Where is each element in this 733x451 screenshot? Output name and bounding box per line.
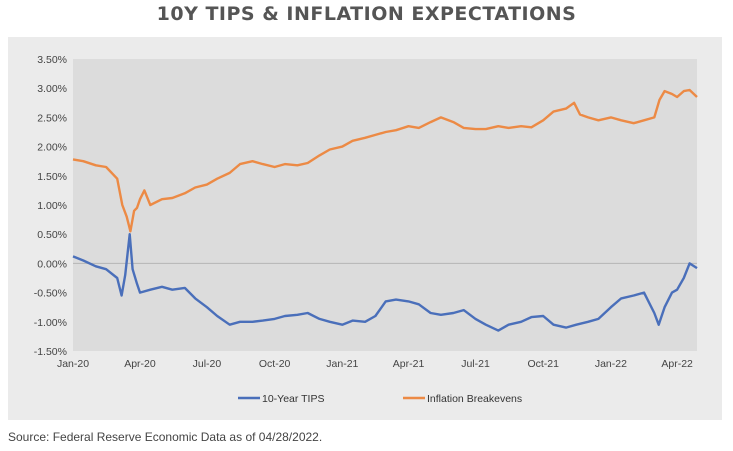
series-group — [72, 88, 698, 332]
x-tick-label: Jan-21 — [326, 358, 358, 370]
chart-panel: 3.50% 3.00% 2.50% 2.00% 1.50% 1.00% 0.50% 0.00%… — [8, 37, 722, 420]
y-axis-ticks: 3.50% 3.00% 2.50% 2.00% 1.50% 1.00% 0.50% 0.00%… — [34, 54, 67, 358]
line-chart: 3.50% 3.00% 2.50% 2.00% 1.50% 1.00% 0.50% 0.00%… — [34, 54, 698, 405]
y-tick-label: -1.50% — [34, 346, 67, 358]
series-line-breakevens — [72, 88, 698, 233]
legend-label: Inflation Breakevens — [427, 393, 522, 405]
x-tick-label: Jan-22 — [595, 358, 627, 370]
x-tick-label: Jul-21 — [461, 358, 490, 370]
y-tick-label: 2.50% — [37, 112, 67, 124]
x-tick-label: Oct-21 — [527, 358, 559, 370]
x-tick-label: Apr-22 — [661, 358, 693, 370]
y-tick-label: -0.50% — [34, 288, 67, 300]
x-tick-label: Oct-20 — [259, 358, 291, 370]
plot-area — [73, 59, 697, 351]
series-line-tips — [72, 233, 698, 332]
x-axis-ticks: Jan-20 Apr-20 Jul-20 Oct-20 Jan-21 Apr-21 Jul-… — [57, 358, 693, 370]
source-note: Source: Federal Reserve Economic Data as… — [8, 430, 323, 444]
y-tick-label: 2.00% — [37, 142, 67, 154]
y-tick-label: 1.00% — [37, 200, 67, 212]
y-tick-label: 0.50% — [37, 229, 67, 241]
x-tick-label: Jan-20 — [57, 358, 89, 370]
y-tick-label: -1.00% — [34, 317, 67, 329]
x-tick-label: Apr-21 — [393, 358, 425, 370]
y-tick-label: 3.50% — [37, 54, 67, 66]
chart-title: 10Y TIPS & INFLATION EXPECTATIONS — [156, 3, 577, 25]
x-tick-label: Apr-20 — [124, 358, 156, 370]
x-tick-label: Jul-20 — [193, 358, 222, 370]
y-tick-label: 1.50% — [37, 171, 67, 183]
y-tick-label: 3.00% — [37, 83, 67, 95]
legend-label: 10-Year TIPS — [262, 393, 324, 405]
legend: 10-Year TIPS Inflation Breakevens — [238, 393, 522, 405]
y-tick-label: 0.00% — [37, 258, 67, 270]
